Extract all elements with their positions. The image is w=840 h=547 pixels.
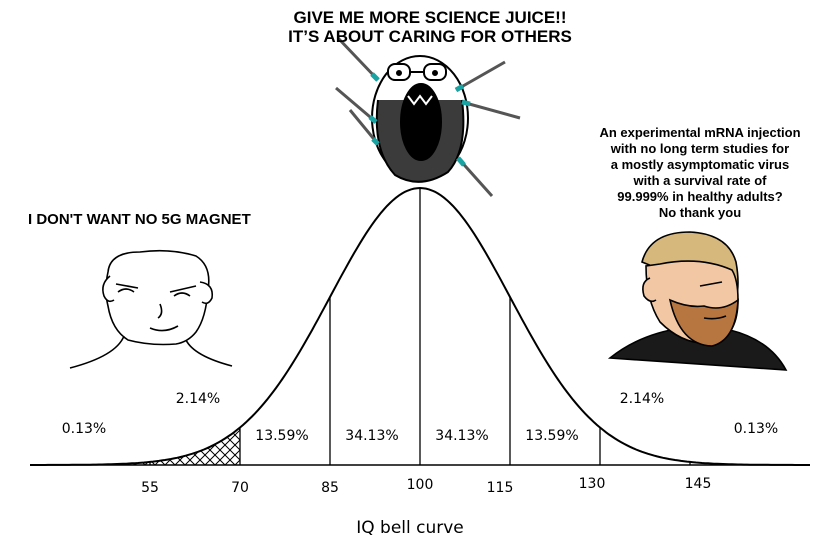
- top-caption: GIVE ME MORE SCIENCE JUICE!! IT’S ABOUT …: [230, 8, 630, 46]
- right-caption-line-4: with a survival rate of: [633, 173, 767, 188]
- x-tick-label-55: 55: [141, 480, 159, 496]
- right-caption-line-5: 99.999% in healthy adults?: [617, 189, 783, 204]
- band-label-1: 0.13%: [62, 421, 106, 437]
- left-caption: I DON'T WANT NO 5G MAGNET: [28, 211, 251, 228]
- x-tick-label-85: 85: [321, 480, 339, 496]
- right-caption-line-6: No thank you: [658, 205, 742, 220]
- band-label-8: 0.13%: [734, 421, 778, 437]
- right-caption-line-3: a mostly asymptomatic virus: [610, 157, 790, 172]
- band-label-7: 2.14%: [620, 391, 664, 407]
- right-caption: An experimental mRNA injection with no l…: [570, 125, 830, 221]
- x-tick-label-70: 70: [231, 480, 249, 496]
- right-caption-line-2: with no long term studies for: [610, 141, 790, 156]
- right-caption-line-1: An experimental mRNA injection: [599, 125, 801, 140]
- band-label-3: 13.59%: [255, 428, 308, 444]
- top-caption-line-1: GIVE ME MORE SCIENCE JUICE!!: [293, 8, 567, 27]
- smug-wojak-icon: [69, 249, 233, 369]
- x-tick-label-130: 130: [579, 476, 606, 492]
- x-tick-label-115: 115: [487, 480, 514, 496]
- band-label-2: 2.14%: [176, 391, 220, 407]
- band-label-4: 34.13%: [345, 428, 398, 444]
- x-tick-label-145: 145: [685, 476, 712, 492]
- crying-wojak-icon: [335, 36, 521, 198]
- band-label-6: 13.59%: [525, 428, 578, 444]
- top-caption-line-2: IT’S ABOUT CARING FOR OTHERS: [288, 27, 572, 46]
- chad-icon: [607, 231, 788, 371]
- band-label-5: 34.13%: [435, 428, 488, 444]
- x-axis-label: IQ bell curve: [356, 518, 464, 538]
- x-tick-label-100: 100: [407, 477, 434, 493]
